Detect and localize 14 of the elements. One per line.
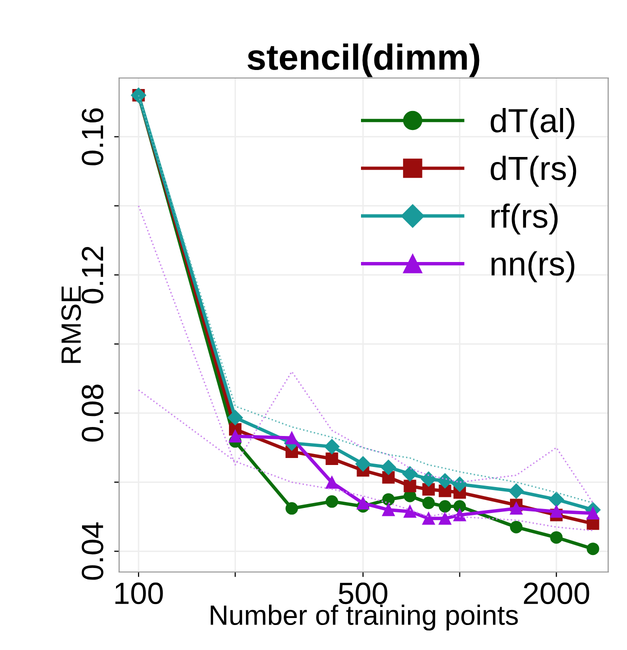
y-axis-title: RMSE bbox=[61, 286, 81, 363]
legend-label: rf(rs) bbox=[492, 203, 558, 235]
y-tick-label: 0.08 bbox=[82, 384, 104, 442]
legend-label: dT(rs) bbox=[490, 156, 576, 187]
x-tick-label: 100 bbox=[115, 582, 163, 604]
x-axis-title: Number of training points bbox=[210, 604, 518, 631]
legend-label: dT(al) bbox=[490, 108, 574, 140]
y-tick-label: 0.16 bbox=[82, 108, 104, 166]
chart-title: stencil(dimm) bbox=[248, 43, 480, 78]
x-tick-label: 500 bbox=[338, 582, 388, 604]
y-tick-label: 0.12 bbox=[82, 246, 104, 304]
legend-label: nn(rs) bbox=[492, 251, 574, 282]
y-tick-label: 0.04 bbox=[82, 522, 104, 580]
x-tick-label: 2000 bbox=[524, 582, 590, 604]
